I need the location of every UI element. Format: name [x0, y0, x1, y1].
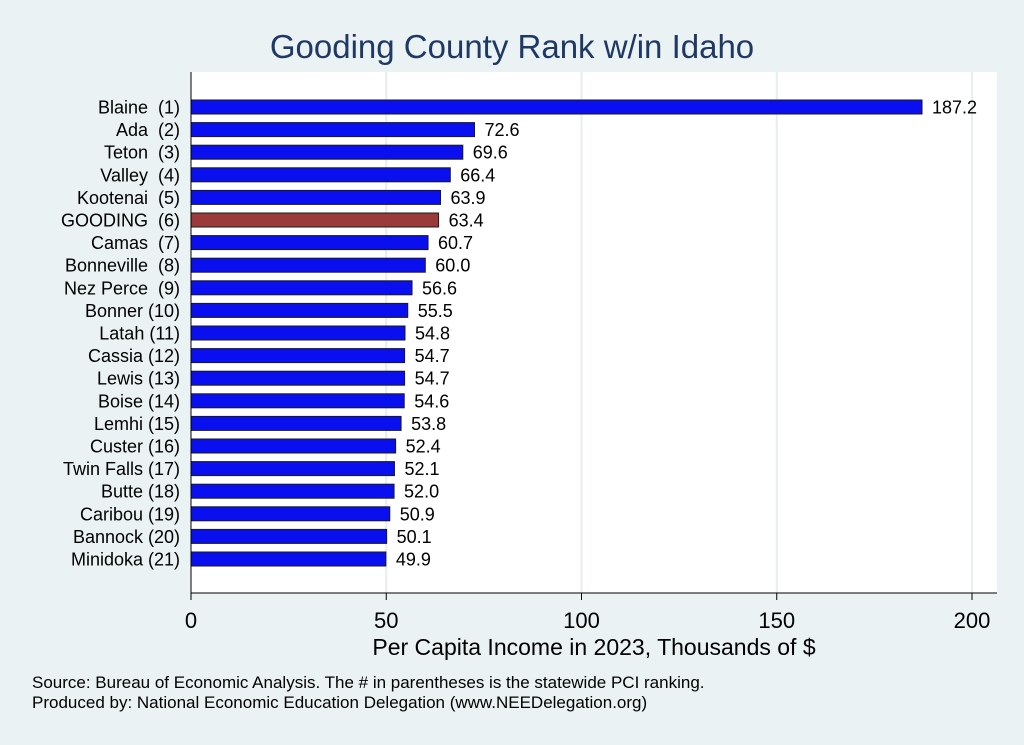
category-label: Caribou (19) — [80, 504, 180, 524]
category-label: Lewis (13) — [97, 369, 180, 389]
category-label: Teton (3) — [104, 143, 180, 163]
category-label: Lemhi (15) — [94, 414, 180, 434]
x-tick-label: 50 — [374, 608, 398, 633]
value-label: 63.4 — [449, 211, 484, 231]
bar — [190, 348, 406, 364]
category-label: GOODING (6) — [61, 211, 180, 231]
value-label: 60.0 — [435, 256, 470, 276]
category-label: Butte (18) — [101, 482, 180, 502]
x-tick-label: 0 — [185, 608, 197, 633]
value-label: 66.4 — [460, 165, 495, 185]
bar — [190, 415, 402, 431]
category-label: Bonneville (8) — [65, 256, 180, 276]
bar — [190, 483, 395, 499]
category-label: Custer (16) — [90, 437, 180, 457]
value-label: 52.1 — [404, 459, 439, 479]
category-label: Nez Perce (9) — [64, 278, 180, 298]
produced-by-note: Produced by: National Economic Education… — [32, 693, 648, 712]
bar — [190, 506, 391, 522]
value-label: 52.0 — [404, 482, 439, 502]
value-label: 53.8 — [411, 414, 446, 434]
bar — [190, 235, 429, 251]
bars — [190, 99, 923, 567]
bar — [190, 144, 464, 160]
category-label: Valley (4) — [100, 165, 180, 185]
bar — [190, 325, 406, 341]
value-label: 54.7 — [415, 369, 450, 389]
x-tick-label: 200 — [954, 608, 991, 633]
bar — [190, 99, 923, 115]
source-note: Source: Bureau of Economic Analysis. The… — [32, 673, 705, 692]
bar — [190, 528, 388, 544]
category-label: Blaine (1) — [98, 98, 180, 118]
category-label: Camas (7) — [91, 233, 180, 253]
value-label: 54.8 — [415, 324, 450, 344]
value-label: 63.9 — [451, 188, 486, 208]
category-label: Ada (2) — [116, 120, 180, 140]
bar — [190, 189, 442, 205]
chart-title: Gooding County Rank w/in Idaho — [270, 28, 754, 65]
bar — [190, 461, 395, 477]
category-label: Minidoka (21) — [71, 550, 180, 570]
bar — [190, 280, 413, 296]
bar — [190, 551, 387, 567]
value-label: 72.6 — [485, 120, 520, 140]
value-labels: 187.2 72.6 69.666.4 63.9 63.460.7 60.056.6 55.… — [396, 98, 977, 570]
value-label: 187.2 — [932, 98, 977, 118]
value-label: 50.9 — [400, 504, 435, 524]
category-label: Latah (11) — [99, 324, 180, 344]
value-label: 52.4 — [406, 437, 441, 457]
category-labels: Blaine (1)Ada (2) Teton (3)Valley (4) Koot… — [61, 98, 180, 570]
value-label: 55.5 — [418, 301, 453, 321]
bar — [190, 122, 476, 138]
value-label: 54.7 — [415, 346, 450, 366]
bar — [190, 257, 426, 273]
bar — [190, 438, 397, 454]
value-label: 50.1 — [397, 527, 432, 547]
x-axis-title: Per Capita Income in 2023, Thousands of … — [372, 634, 815, 660]
value-label: 69.6 — [473, 143, 508, 163]
x-tick-label: 150 — [758, 608, 795, 633]
category-label: Bannock (20) — [73, 527, 180, 547]
bar — [190, 370, 406, 386]
bar — [190, 302, 409, 318]
x-axis-ticks: 0 50 100 150 200 — [185, 593, 990, 633]
value-label: 54.6 — [414, 391, 449, 411]
category-label: Kootenai (5) — [77, 188, 180, 208]
x-tick-label: 100 — [563, 608, 600, 633]
bar — [190, 167, 451, 183]
value-label: 56.6 — [422, 278, 457, 298]
highlighted-bar — [190, 212, 440, 228]
category-label: Boise (14) — [98, 391, 180, 411]
category-label: Twin Falls (17) — [63, 459, 180, 479]
category-label: Bonner (10) — [85, 301, 180, 321]
category-label: Cassia (12) — [88, 346, 180, 366]
value-label: 49.9 — [396, 550, 431, 570]
bar — [190, 393, 405, 409]
value-label: 60.7 — [438, 233, 473, 253]
